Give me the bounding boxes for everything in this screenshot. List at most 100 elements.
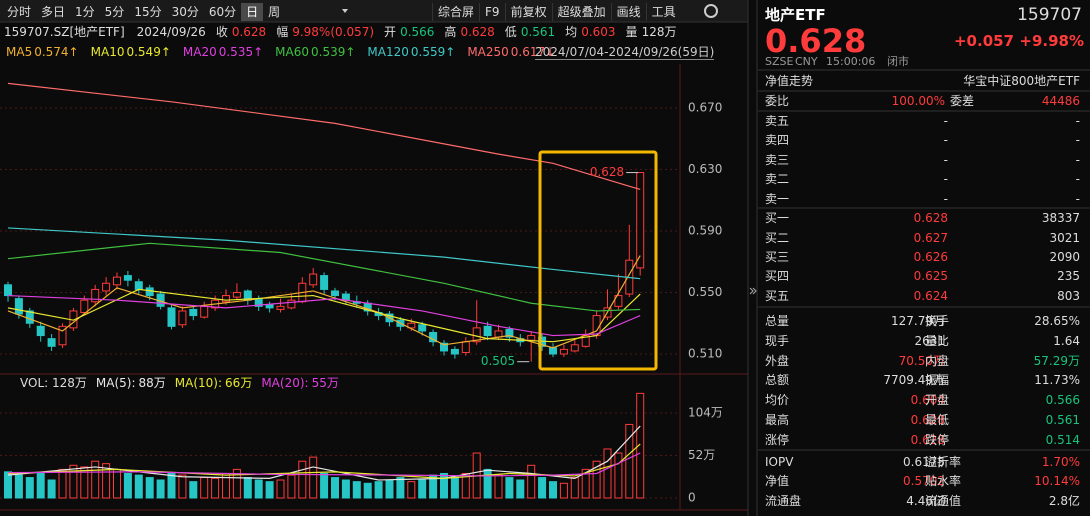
ask-label: 卖三 xyxy=(765,153,790,167)
volume-bar xyxy=(527,464,536,499)
period-tab[interactable]: 周 xyxy=(268,5,281,19)
stat-value: 2631 xyxy=(914,334,945,348)
volume-legend: VOL: 128万 MA(5): 88万 MA(10): 66万 MA(20): 55万 xyxy=(20,376,339,390)
field-value: 0.628 xyxy=(231,25,267,39)
volume-bar xyxy=(559,482,568,499)
volume-bar xyxy=(47,479,56,499)
volume-bar xyxy=(418,479,427,499)
volume-bar xyxy=(614,452,623,499)
stat-label: 贴水率 xyxy=(925,474,962,488)
nav-fund-name: 华宝中证800地产ETF xyxy=(963,74,1080,88)
ma-line xyxy=(7,242,641,312)
last-price: 0.628 xyxy=(765,22,867,60)
stat-value: 0.604 xyxy=(910,393,945,407)
tool-button[interactable]: 工具 xyxy=(645,3,681,21)
stat-label: 振幅 xyxy=(925,373,950,387)
ma-value: 0.535↑ xyxy=(218,45,264,59)
volume-bar xyxy=(538,477,547,499)
ask-price: - xyxy=(943,192,948,206)
candle-body xyxy=(167,307,176,327)
bid-volume: 3021 xyxy=(1049,231,1080,245)
field-label: 收 xyxy=(215,25,228,39)
bid-volume: 2090 xyxy=(1049,250,1080,264)
volume-bar xyxy=(80,466,89,499)
period-tab[interactable]: 5分 xyxy=(104,5,125,19)
ma-name: MA5 xyxy=(6,45,33,59)
security-code: 159707.SZ[地产ETF] xyxy=(4,25,125,39)
bid-price: 0.627 xyxy=(913,231,948,245)
y-tick-label: 0.510 xyxy=(688,347,722,361)
candle-body xyxy=(36,325,45,337)
volume-bar xyxy=(113,468,121,499)
market-meta: 15:00:06 xyxy=(826,55,876,68)
stat-label: 内盘 xyxy=(925,354,950,368)
stat-value: 1.64 xyxy=(1053,334,1080,348)
tool-button[interactable]: F9 xyxy=(479,3,505,21)
volume-bar xyxy=(145,477,154,499)
period-tab[interactable]: 15分 xyxy=(134,5,162,19)
tool-button[interactable]: 超级叠加 xyxy=(551,3,611,21)
candle-body xyxy=(232,292,241,298)
stat-value: 7709.49万 xyxy=(883,373,945,387)
volume-bar xyxy=(352,481,361,499)
field-value: 0.628 xyxy=(460,25,495,39)
stat-label: 最高 xyxy=(765,413,790,427)
bid-volume: 235 xyxy=(1057,269,1080,283)
y-tick-label: 0.590 xyxy=(688,223,722,237)
volume-bar xyxy=(211,477,220,499)
ma-value: 0.539↑ xyxy=(311,45,356,59)
dropdown-icon[interactable] xyxy=(342,9,348,13)
stat-value: 127.79万 xyxy=(891,314,945,328)
volume-bar xyxy=(440,472,448,499)
ma-value: 0.549↑ xyxy=(126,45,171,59)
field-label: 均 xyxy=(565,25,578,39)
tool-button[interactable]: 前复权 xyxy=(504,3,552,21)
stat-label: 均价 xyxy=(765,393,790,407)
ask-label: 卖四 xyxy=(765,133,790,147)
period-tab[interactable]: 分时 xyxy=(7,5,32,19)
volume-bar xyxy=(494,474,503,499)
candle-body xyxy=(102,282,111,292)
ma-line xyxy=(7,288,641,343)
stat-value: 0.5702 xyxy=(903,474,945,488)
candle-body xyxy=(570,344,579,352)
period-tab[interactable]: 1分 xyxy=(75,5,95,19)
candle-body xyxy=(58,325,67,346)
tool-button[interactable]: 画线 xyxy=(610,3,646,21)
period-tab[interactable]: 多日 xyxy=(41,5,66,19)
stat-value: 2.8亿 xyxy=(1048,494,1080,508)
bid-volume: 38337 xyxy=(1041,211,1080,225)
stat-label: 总额 xyxy=(765,373,790,387)
period-tab[interactable]: 60分 xyxy=(208,5,237,19)
ask-price: - xyxy=(943,133,948,147)
volume-bar xyxy=(396,477,405,499)
candle-body xyxy=(222,295,230,303)
volume-bar xyxy=(570,477,579,499)
nav-title: 净值走势 xyxy=(765,74,814,88)
volume-bar xyxy=(636,392,645,499)
tool-button[interactable]: 综合屏 xyxy=(432,3,479,21)
period-tab[interactable]: 30分 xyxy=(171,5,199,19)
candle-body xyxy=(189,308,198,317)
stat-label: 换手 xyxy=(925,314,950,328)
ask-volume: - xyxy=(1075,114,1080,128)
candle-body xyxy=(200,305,209,318)
settings-icon[interactable] xyxy=(704,4,718,18)
annotation-label: 0.628 xyxy=(590,165,624,179)
ask-label: 卖五 xyxy=(765,114,790,128)
price-change: +0.057 xyxy=(953,32,1014,50)
candle-body xyxy=(4,284,12,297)
volume-bar xyxy=(134,474,143,499)
candle-body xyxy=(505,328,514,338)
candle-body xyxy=(265,304,274,309)
annotation-label: 0.505 xyxy=(481,354,515,368)
y-tick-label: 104万 xyxy=(688,405,723,419)
stat-label: 流通盘 xyxy=(765,494,802,508)
collapse-icon[interactable] xyxy=(749,287,757,295)
candle-body xyxy=(440,342,448,352)
ask-price: - xyxy=(943,114,948,128)
period-tab[interactable]: 日 xyxy=(241,3,264,21)
volume-bar xyxy=(4,471,12,499)
y-tick-label: 0.630 xyxy=(688,162,722,176)
volume-bar xyxy=(483,468,492,499)
